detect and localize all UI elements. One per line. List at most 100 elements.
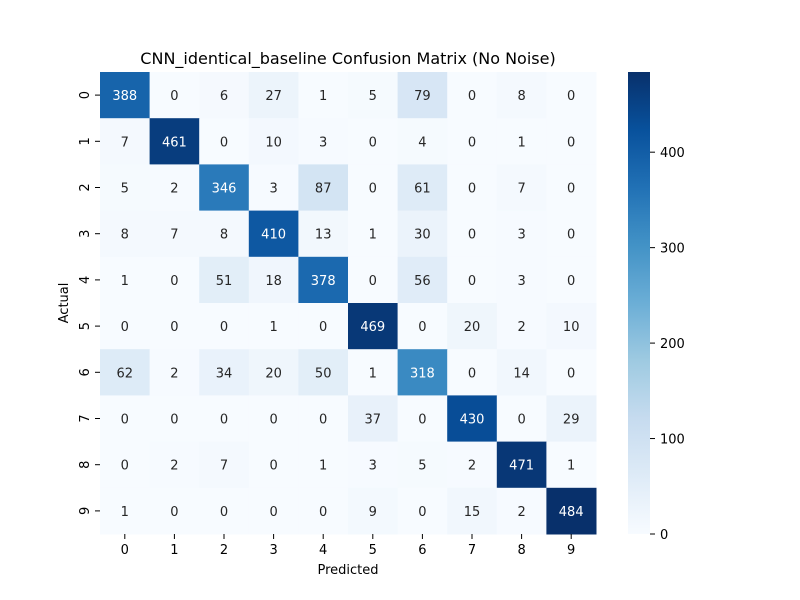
cell-value-label: 2 — [170, 366, 178, 381]
y-tick-label: 1 — [78, 137, 93, 145]
heatmap-cell — [348, 210, 399, 258]
cell-value-label: 7 — [121, 135, 129, 150]
heatmap-cell — [496, 487, 547, 535]
cell-value-label: 1 — [121, 505, 129, 520]
cell-value-label: 8 — [121, 228, 129, 243]
y-tick-label: 9 — [78, 507, 93, 515]
heatmap-cell — [100, 487, 151, 535]
cell-value-label: 0 — [319, 413, 327, 428]
cell-value-label: 1 — [319, 89, 327, 104]
cell-value-label: 1 — [517, 135, 525, 150]
cell-value-label: 9 — [369, 505, 377, 520]
cell-value-label: 7 — [517, 182, 525, 197]
cell-value-label: 20 — [265, 366, 282, 381]
cell-value-label: 0 — [517, 413, 525, 428]
cell-value-label: 0 — [220, 413, 228, 428]
x-tick-label: 4 — [319, 543, 327, 558]
cell-value-label: 346 — [212, 182, 237, 197]
cell-value-label: 461 — [162, 135, 187, 150]
cell-value-label: 0 — [369, 182, 377, 197]
heatmap-cell — [149, 210, 200, 258]
cell-value-label: 1 — [567, 459, 575, 474]
heatmap-cell — [348, 395, 399, 443]
heatmap-cell — [397, 164, 448, 212]
colorbar-tick-label: 300 — [660, 242, 685, 257]
cell-value-label: 0 — [369, 274, 377, 289]
heatmap-cell — [199, 487, 250, 535]
heatmap-cell — [496, 118, 547, 165]
heatmap-cell — [546, 72, 597, 119]
cell-value-label: 388 — [112, 89, 137, 104]
colorbar-tick-label: 0 — [660, 528, 668, 543]
heatmap-cell — [348, 303, 399, 350]
cell-value-label: 5 — [418, 459, 426, 474]
heatmap-cell — [100, 256, 151, 304]
heatmap-cell — [546, 303, 597, 350]
heatmap-cell — [397, 72, 448, 119]
heatmap-cell — [298, 72, 349, 119]
cell-value-label: 0 — [418, 413, 426, 428]
cell-value-label: 0 — [121, 320, 129, 335]
cell-value-label: 7 — [220, 459, 228, 474]
cell-value-label: 3 — [369, 459, 377, 474]
cell-value-label: 318 — [410, 366, 435, 381]
cell-value-label: 34 — [216, 366, 233, 381]
heatmap-cell — [496, 256, 547, 304]
cell-value-label: 0 — [567, 366, 575, 381]
cell-value-label: 87 — [315, 182, 332, 197]
cell-value-label: 1 — [319, 459, 327, 474]
cell-value-label: 1 — [269, 320, 277, 335]
heatmap-cell — [199, 441, 250, 489]
heatmap-cell — [546, 441, 597, 489]
x-tick-label: 9 — [567, 543, 575, 558]
cell-value-label: 0 — [170, 89, 178, 104]
heatmap-cell — [100, 210, 151, 258]
cell-value-label: 6 — [220, 89, 228, 104]
heatmap-cell — [298, 118, 349, 165]
heatmap-cell — [496, 441, 547, 489]
y-tick-label: 6 — [78, 368, 93, 376]
x-tick-label: 0 — [121, 543, 129, 558]
x-tick-label: 1 — [170, 543, 178, 558]
heatmap-cell — [447, 256, 498, 304]
heatmap-cell — [348, 256, 399, 304]
cell-value-label: 0 — [220, 135, 228, 150]
heatmap-cell — [149, 72, 200, 119]
cell-value-label: 0 — [170, 320, 178, 335]
x-tick-label: 7 — [468, 543, 476, 558]
cell-value-label: 61 — [414, 182, 431, 197]
heatmap-cell — [298, 441, 349, 489]
y-tick-label: 2 — [78, 183, 93, 191]
colorbar-tick-label: 200 — [660, 337, 685, 352]
x-tick-label: 5 — [369, 543, 377, 558]
heatmap-cell — [447, 349, 498, 396]
colorbar-gradient — [628, 72, 650, 534]
heatmap-cell — [348, 118, 399, 165]
heatmap-cell — [298, 164, 349, 212]
colorbar: 0 100 200 300 400 — [628, 72, 685, 543]
heatmap-cell — [248, 487, 299, 535]
heatmap-cell — [397, 487, 448, 535]
heatmap-cell — [149, 164, 200, 212]
cell-value-label: 0 — [468, 135, 476, 150]
cell-value-label: 0 — [567, 274, 575, 289]
heatmap-cell — [248, 210, 299, 258]
heatmap-cell — [100, 118, 151, 165]
cell-value-label: 469 — [360, 320, 385, 335]
cell-value-label: 27 — [265, 89, 282, 104]
heatmap-cell — [248, 303, 299, 350]
cell-value-label: 1 — [369, 366, 377, 381]
heatmap-cell — [248, 256, 299, 304]
cell-value-label: 0 — [468, 89, 476, 104]
heatmap-cell — [397, 256, 448, 304]
heatmap-cell — [447, 487, 498, 535]
heatmap-cell — [348, 349, 399, 396]
heatmap-cell — [199, 303, 250, 350]
heatmap-cell — [149, 487, 200, 535]
heatmap-cell — [496, 395, 547, 443]
cell-value-label: 0 — [567, 182, 575, 197]
cell-value-label: 471 — [509, 459, 534, 474]
heatmap-cell — [496, 72, 547, 119]
